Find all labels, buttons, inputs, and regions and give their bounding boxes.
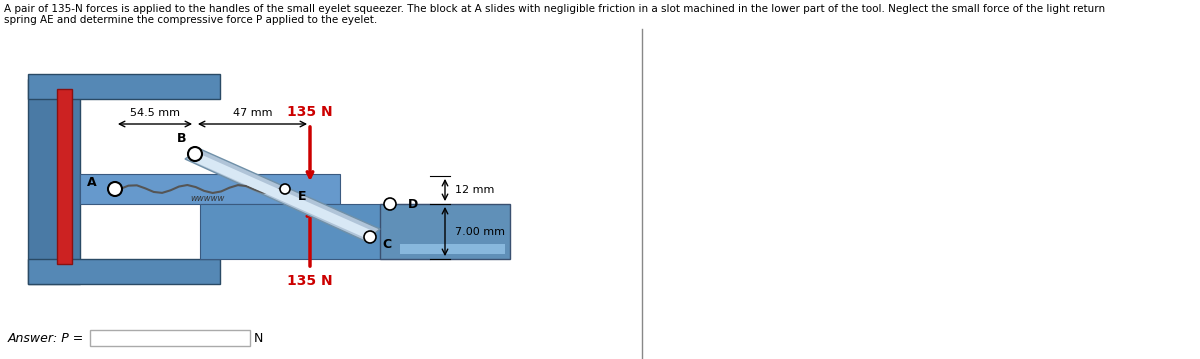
Polygon shape [185,149,380,241]
FancyBboxPatch shape [90,330,250,346]
Polygon shape [28,259,220,284]
Text: 135 N: 135 N [287,274,332,288]
Text: 135 N: 135 N [287,105,332,119]
Polygon shape [188,154,374,237]
Polygon shape [28,79,80,284]
Polygon shape [28,74,220,99]
Text: E: E [298,190,306,202]
Circle shape [384,198,396,210]
Polygon shape [400,244,505,254]
Text: A: A [88,177,97,190]
Circle shape [108,182,122,196]
Text: Answer: P =: Answer: P = [8,332,84,345]
Polygon shape [200,204,430,259]
Text: C: C [382,238,391,251]
Text: spring AE and determine the compressive force P applied to the eyelet.: spring AE and determine the compressive … [4,15,377,25]
Polygon shape [58,89,72,264]
Text: 54.5 mm: 54.5 mm [130,108,180,118]
Text: wwwww: wwwww [190,194,224,203]
Text: 47 mm: 47 mm [233,108,272,118]
Text: D: D [408,197,419,210]
Text: 12 mm: 12 mm [455,185,494,195]
Circle shape [364,231,376,243]
Text: B: B [178,132,187,145]
Polygon shape [80,174,340,204]
Polygon shape [380,204,510,259]
Circle shape [188,147,202,161]
Text: N: N [254,332,263,345]
Text: 7.00 mm: 7.00 mm [455,227,505,237]
Circle shape [280,184,290,194]
Text: A pair of 135-N forces is applied to the handles of the small eyelet squeezer. T: A pair of 135-N forces is applied to the… [4,4,1105,14]
